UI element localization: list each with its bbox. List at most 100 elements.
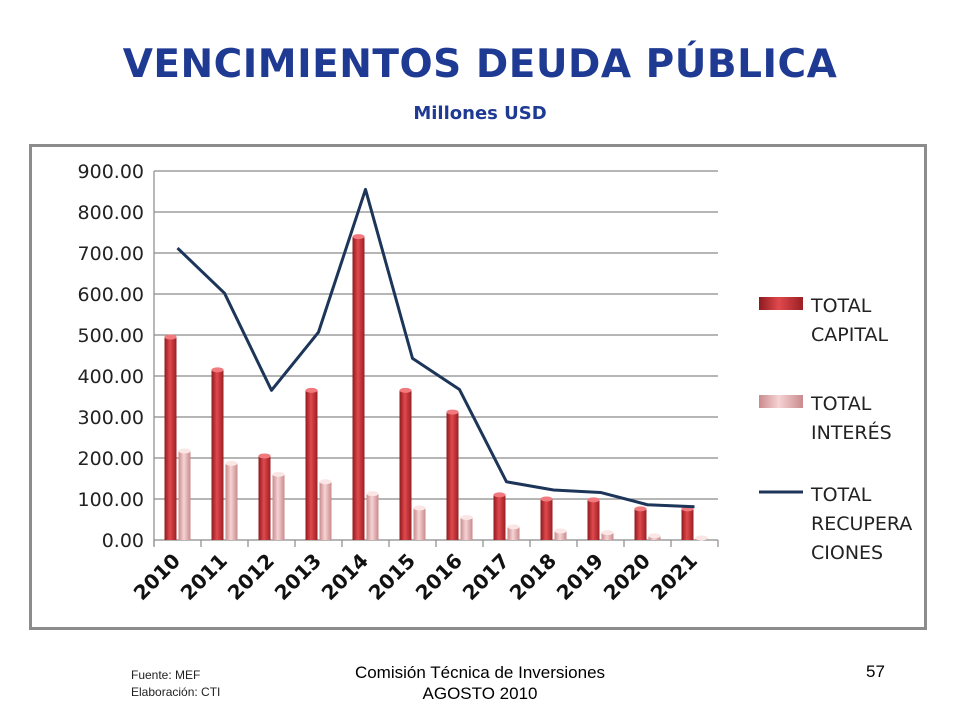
capital-bar-top [258,453,271,459]
capital-bar [305,387,318,540]
capital-bar [352,234,365,540]
capital-bar-body [540,499,553,540]
capital-bar-body [211,369,224,540]
capital-bar-top [164,334,177,340]
interest-bar [178,448,191,540]
capital-bar [681,506,694,540]
x-tick-label: 2011 [176,549,232,605]
interest-bar-top [413,505,426,511]
interest-bar [695,535,708,541]
legend-label: TOTAL [810,295,872,317]
capital-bar-top [211,367,224,373]
y-tick-label: 100.00 [78,489,144,511]
capital-bar-body [493,494,506,540]
recoveries-line [176,187,695,509]
x-tick-label: 2014 [317,549,373,605]
capital-bar [634,506,647,540]
y-tick-label: 800.00 [78,202,144,224]
y-tick-label: 300.00 [78,407,144,429]
interest-bar-top [460,514,473,520]
organization-name: Comisión Técnica de Inversiones [354,663,606,682]
interest-bar-body [460,517,473,540]
interest-bar-top [225,460,238,466]
interest-bar-top [178,448,191,454]
x-tick-label: 2010 [129,549,185,605]
footer-organization: Comisión Técnica de Inversiones AGOSTO 2… [300,662,660,704]
source-text: Fuente: MEF [131,668,201,682]
capital-bar-top [587,497,600,503]
capital-bar [164,334,177,540]
interest-bar-body [413,508,426,540]
capital-bar-top [540,496,553,502]
chart-title: VENCIMIENTOS DEUDA PÚBLICA [122,42,838,87]
legend-label: CIONES [811,542,883,564]
capital-bar-body [399,390,412,540]
interest-bar-body [178,451,191,540]
capital-bar-top [493,492,506,498]
interest-bar-top [554,528,567,534]
interest-bar-body [507,526,520,540]
interest-bar [319,479,332,540]
x-tick-label: 2021 [646,549,702,605]
y-tick-label: 900.00 [78,161,144,183]
legend-label: CAPITAL [811,324,888,346]
capital-bar-body [305,390,318,540]
x-tick-label: 2019 [552,549,608,605]
interest-bar-body [601,532,614,540]
interest-bar-top [507,524,520,530]
capital-bar-body [446,412,459,540]
capital-bar-top [399,387,412,393]
capital-bar-body [681,508,694,540]
capital-bar [540,496,553,540]
capital-bar [446,409,459,540]
y-tick-label: 0.00 [102,530,144,552]
interest-bar [413,505,426,540]
capital-bar [493,492,506,540]
prepared-by-text: Elaboración: CTI [131,685,221,699]
interest-bar-body [225,463,238,540]
capital-bar [399,387,412,540]
x-tick-label: 2013 [270,549,326,605]
capital-bar-body [164,337,177,540]
legend-swatch-capital [759,297,803,310]
legend-item-3: TOTAL RECUPERA CIONES [759,484,912,564]
report-date: AGOSTO 2010 [422,684,538,703]
legend-swatch-interest [759,395,803,408]
x-tick-label: 2012 [223,549,279,605]
legend-label: TOTAL [810,393,872,415]
capital-bar-top [305,387,318,393]
capital-bar [211,367,224,540]
interest-bar [648,533,661,540]
debt-maturity-chart: 0.00 100.00 200.00 300.00 400.00 500.00 600.00… [78,161,913,605]
chart-frame: 0.00 100.00 200.00 300.00 400.00 500.00 600.00… [29,144,927,630]
interest-bar-top [695,535,708,541]
capital-bar-top [352,234,365,240]
capital-bar [587,497,600,540]
interest-bar-body [272,474,285,540]
y-tick-label: 700.00 [78,243,144,265]
x-tick-label: 2018 [505,549,561,605]
interest-bar [601,530,614,540]
x-tick-label: 2017 [458,549,514,605]
legend-label: INTERÉS [811,421,892,444]
interest-bar [272,471,285,540]
interest-bar-body [319,481,332,540]
legend-item-2: TOTAL INTERÉS [759,393,892,444]
interest-bar-body [554,530,567,540]
interest-bar [460,514,473,540]
interest-bar-top [601,530,614,536]
capital-bar-top [634,506,647,512]
interest-bar-body [366,493,379,540]
y-tick-label: 500.00 [78,325,144,347]
y-tick-label: 200.00 [78,448,144,470]
x-tick-label: 2020 [599,549,655,605]
interest-bar-top [366,491,379,497]
y-tick-label: 400.00 [78,366,144,388]
footer-source: Fuente: MEF Elaboración: CTI [131,667,220,701]
y-tick-label: 600.00 [78,284,144,306]
chart-subtitle: Millones USD [413,103,547,124]
legend-item-1: TOTAL CAPITAL [759,295,888,346]
capital-bar-body [634,508,647,540]
capital-bar-top [446,409,459,415]
capital-bar-body [352,236,365,540]
